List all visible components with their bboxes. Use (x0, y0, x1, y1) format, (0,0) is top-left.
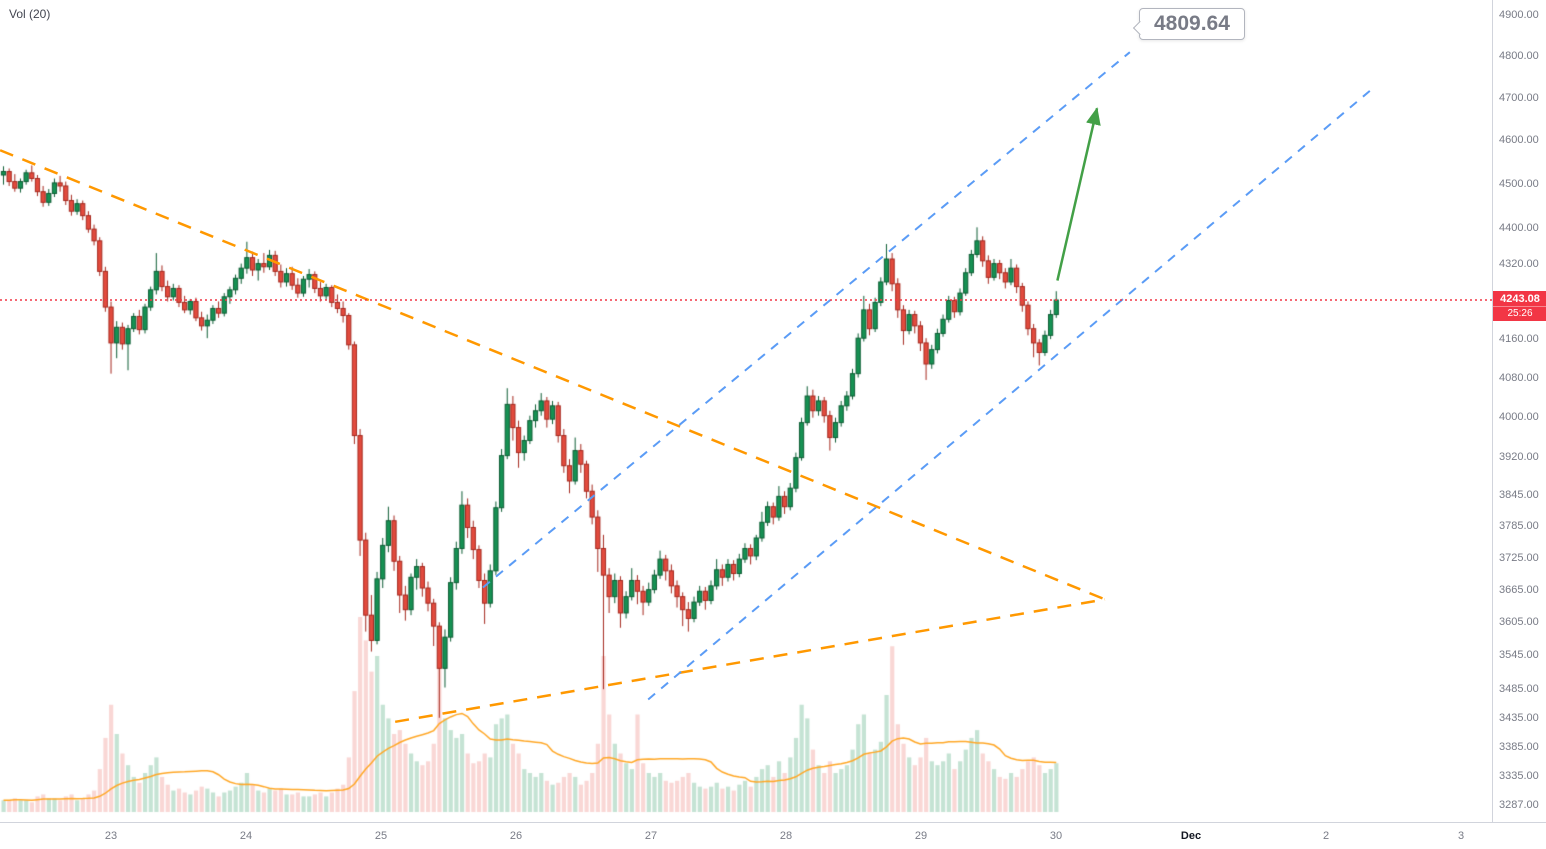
price-tick-label: 4080.00 (1499, 371, 1539, 384)
price-target-value: 4809.64 (1154, 12, 1230, 35)
time-axis[interactable]: 23 24 25 26 27 28 29 30 Dec 2 3 (0, 822, 1546, 849)
price-tick-label: 3665.00 (1499, 583, 1539, 596)
time-tick-label: 25 (374, 830, 388, 842)
price-tick-label: 4400.00 (1499, 222, 1539, 235)
price-tick-label: 3785.00 (1499, 519, 1539, 532)
price-tick-label: 3485.00 (1499, 683, 1539, 696)
price-tick-label: 4800.00 (1499, 50, 1539, 63)
time-tick-label: 26 (509, 830, 523, 842)
current-price-tag: 4243.08 25:26 (1493, 291, 1546, 322)
price-tick-label: 3920.00 (1499, 450, 1539, 463)
price-tick-label: 3287.00 (1499, 798, 1539, 811)
time-tick-label: 29 (914, 830, 928, 842)
price-axis[interactable]: 4243.08 25:26 4900.00 4800.00 4700.00 4600.… (1492, 0, 1546, 822)
price-tick-label: 3335.00 (1499, 770, 1539, 783)
time-tick-label: 3 (1457, 830, 1465, 842)
time-tick-label: 23 (104, 830, 118, 842)
time-tick-label: 30 (1049, 830, 1063, 842)
price-tick-label: 3385.00 (1499, 740, 1539, 753)
price-target-callout[interactable]: 4809.64 (1139, 8, 1245, 40)
price-tick-label: 4500.00 (1499, 177, 1539, 190)
time-tick-label: 27 (644, 830, 658, 842)
time-tick-label: 2 (1322, 830, 1330, 842)
time-tick-label: 24 (239, 830, 253, 842)
price-tick-label: 3605.00 (1499, 616, 1539, 629)
price-tick-label: 4700.00 (1499, 91, 1539, 104)
price-tick-label: 4320.00 (1499, 258, 1539, 271)
current-price-label: 4243.08 (1500, 293, 1540, 306)
price-tick-label: 4000.00 (1499, 410, 1539, 423)
volume-indicator-label[interactable]: Vol (20) (9, 7, 51, 21)
price-tick-label: 4900.00 (1499, 9, 1539, 22)
time-tick-label: 28 (779, 830, 793, 842)
price-tick-label: 3725.00 (1499, 551, 1539, 564)
price-tick-label: 4160.00 (1499, 333, 1539, 346)
price-tick-label: 4600.00 (1499, 134, 1539, 147)
price-tick-label: 3545.00 (1499, 649, 1539, 662)
price-chart-canvas[interactable] (0, 0, 1492, 822)
bar-countdown: 25:26 (1493, 306, 1546, 321)
time-tick-label: Dec (1180, 830, 1202, 842)
price-tick-label: 3845.00 (1499, 488, 1539, 501)
price-tick-label: 3435.00 (1499, 711, 1539, 724)
